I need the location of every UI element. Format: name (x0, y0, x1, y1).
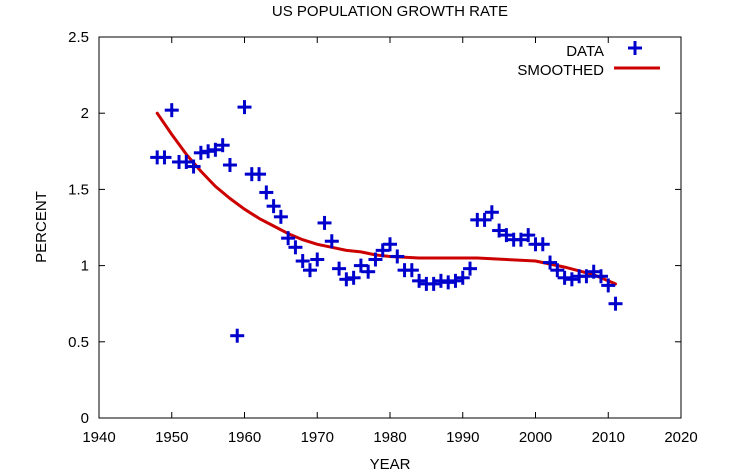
data-point (484, 205, 499, 220)
y-tick-label: 0 (81, 410, 89, 427)
legend-marker-data (628, 41, 642, 55)
data-point (237, 100, 252, 115)
data-point (266, 199, 281, 214)
data-point (259, 185, 274, 200)
x-tick-label: 1980 (373, 429, 406, 446)
data-point (252, 167, 267, 182)
y-tick-label: 0.5 (68, 334, 89, 351)
data-point (477, 212, 492, 227)
data-point (543, 255, 558, 270)
chart-title: US POPULATION GROWTH RATE (272, 3, 508, 20)
data-point (339, 272, 354, 287)
y-tick-label: 2 (81, 105, 89, 122)
y-tick-label: 1 (81, 258, 89, 275)
data-point (332, 261, 347, 276)
data-point (201, 144, 216, 159)
x-tick-label: 1960 (228, 429, 261, 446)
data-point (404, 263, 419, 278)
data-point (353, 258, 368, 273)
y-tick-label: 2.5 (68, 29, 89, 46)
data-point (608, 296, 623, 311)
data-point (492, 223, 507, 238)
x-tick-label: 1990 (446, 429, 479, 446)
x-tick-label: 1940 (82, 429, 115, 446)
x-tick-label: 1950 (155, 429, 188, 446)
data-point (521, 228, 536, 243)
data-point (273, 209, 288, 224)
data-point (230, 328, 245, 343)
plot-area (98, 36, 682, 419)
x-tick-label: 2010 (592, 429, 625, 446)
data-series (150, 100, 623, 343)
data-point (455, 270, 470, 285)
legend-label-data: DATA (566, 43, 604, 60)
data-point (208, 142, 223, 157)
data-point (302, 263, 317, 278)
legend: DATA SMOOTHED (517, 41, 660, 79)
data-point (579, 269, 594, 284)
data-point (499, 228, 514, 243)
data-point (550, 263, 565, 278)
data-point (448, 273, 463, 288)
data-point (222, 158, 237, 173)
data-point (441, 275, 456, 290)
data-point (179, 154, 194, 169)
data-point (375, 243, 390, 258)
x-tick-label: 2020 (664, 429, 697, 446)
data-point (317, 215, 332, 230)
data-point (390, 249, 405, 264)
data-point (215, 138, 230, 153)
data-point (383, 237, 397, 252)
data-point (281, 231, 296, 246)
data-point (361, 264, 376, 279)
smoothed-line (155, 111, 617, 286)
x-tick-label: 2000 (519, 429, 552, 446)
data-point (186, 159, 201, 174)
y-axis-ticks: 0 0.5 1 1.5 2 2.5 (68, 29, 681, 427)
data-point (412, 273, 427, 288)
data-point (288, 240, 303, 255)
data-point (346, 270, 361, 285)
data-point (310, 252, 325, 267)
data-point (564, 272, 579, 287)
data-point (157, 150, 172, 165)
data-point (324, 234, 339, 249)
data-point (193, 145, 208, 160)
data-point (535, 237, 550, 252)
data-point (295, 254, 310, 269)
x-tick-label: 1970 (301, 429, 334, 446)
data-point (513, 232, 528, 247)
smoothed-series (155, 111, 617, 286)
data-point (463, 261, 478, 276)
data-point (426, 276, 441, 291)
data-point (593, 269, 608, 284)
y-axis-label: PERCENT (33, 191, 50, 263)
data-point (368, 252, 383, 267)
data-point (164, 103, 179, 118)
y-tick-label: 1.5 (68, 181, 89, 198)
data-point (601, 278, 616, 293)
x-axis-label: YEAR (370, 456, 411, 469)
data-point (433, 273, 448, 288)
data-point (557, 270, 572, 285)
legend-label-smoothed: SMOOTHED (517, 62, 604, 79)
data-point (586, 264, 601, 279)
x-axis-ticks: 1940 1950 1960 1970 1980 1990 2000 2010 2020 (82, 37, 698, 446)
